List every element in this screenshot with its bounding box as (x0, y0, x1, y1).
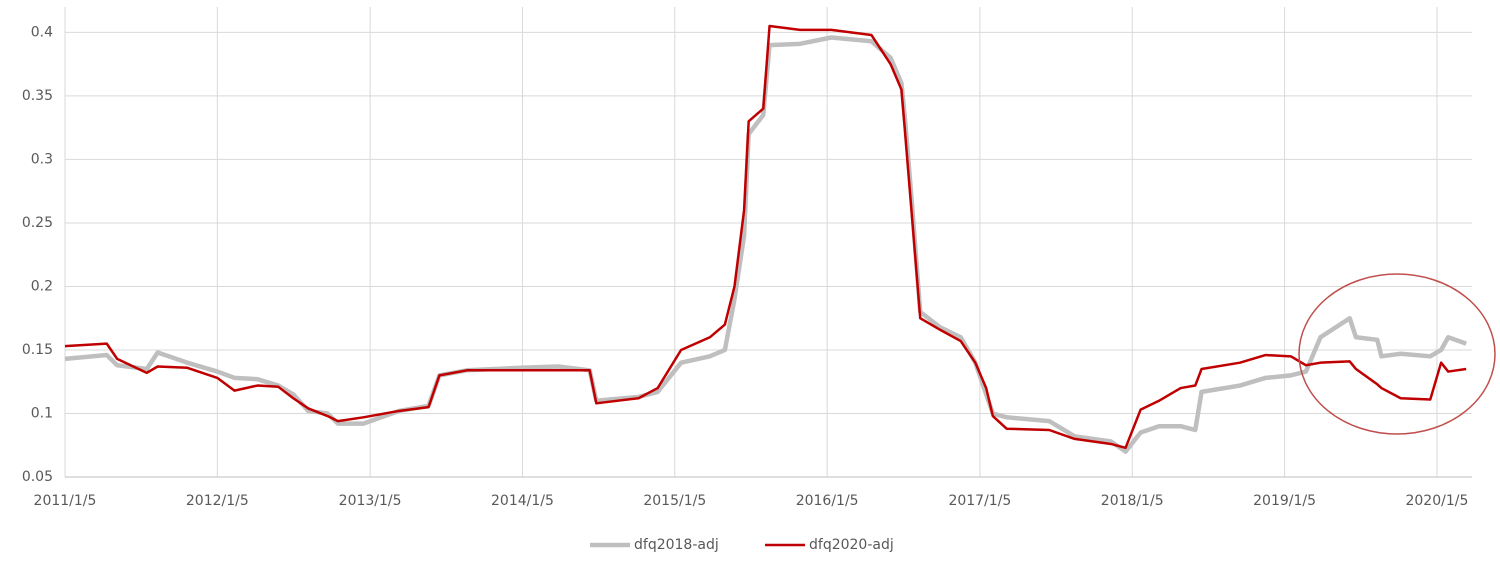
x-tick-label: 2015/1/5 (643, 493, 706, 509)
y-tick-label: 0.25 (22, 215, 53, 231)
x-tick-label: 2011/1/5 (34, 493, 97, 509)
legend-label: dfq2018-adj (634, 537, 719, 553)
x-tick-label: 2019/1/5 (1253, 493, 1316, 509)
x-tick-label: 2018/1/5 (1101, 493, 1164, 509)
x-tick-label: 2014/1/5 (491, 493, 554, 509)
x-tick-label: 2012/1/5 (186, 493, 249, 509)
x-tick-label: 2016/1/5 (796, 493, 859, 509)
y-tick-label: 0.1 (31, 405, 53, 421)
grid (64, 7, 1472, 478)
x-tick-label: 2013/1/5 (339, 493, 402, 509)
series-line (64, 24, 1467, 450)
y-tick-label: 0.4 (31, 24, 53, 40)
y-tick-label: 0.3 (31, 151, 53, 167)
highlight-circle (1298, 273, 1496, 435)
legend-label: dfq2020-adj (809, 537, 894, 553)
series-line (64, 35, 1467, 454)
y-tick-label: 0.35 (22, 88, 53, 104)
y-tick-label: 0.05 (22, 469, 53, 485)
y-tick-label: 0.2 (31, 278, 53, 294)
x-tick-label: 2017/1/5 (948, 493, 1011, 509)
x-tick-label: 2020/1/5 (1405, 493, 1468, 509)
plot-area (64, 24, 1467, 454)
axis-labels: 0.05 0.1 0.15 0.2 0.25 0.3 0.35 0.4 2011/1/5 2012… (22, 24, 1469, 553)
y-tick-label: 0.15 (22, 342, 53, 358)
